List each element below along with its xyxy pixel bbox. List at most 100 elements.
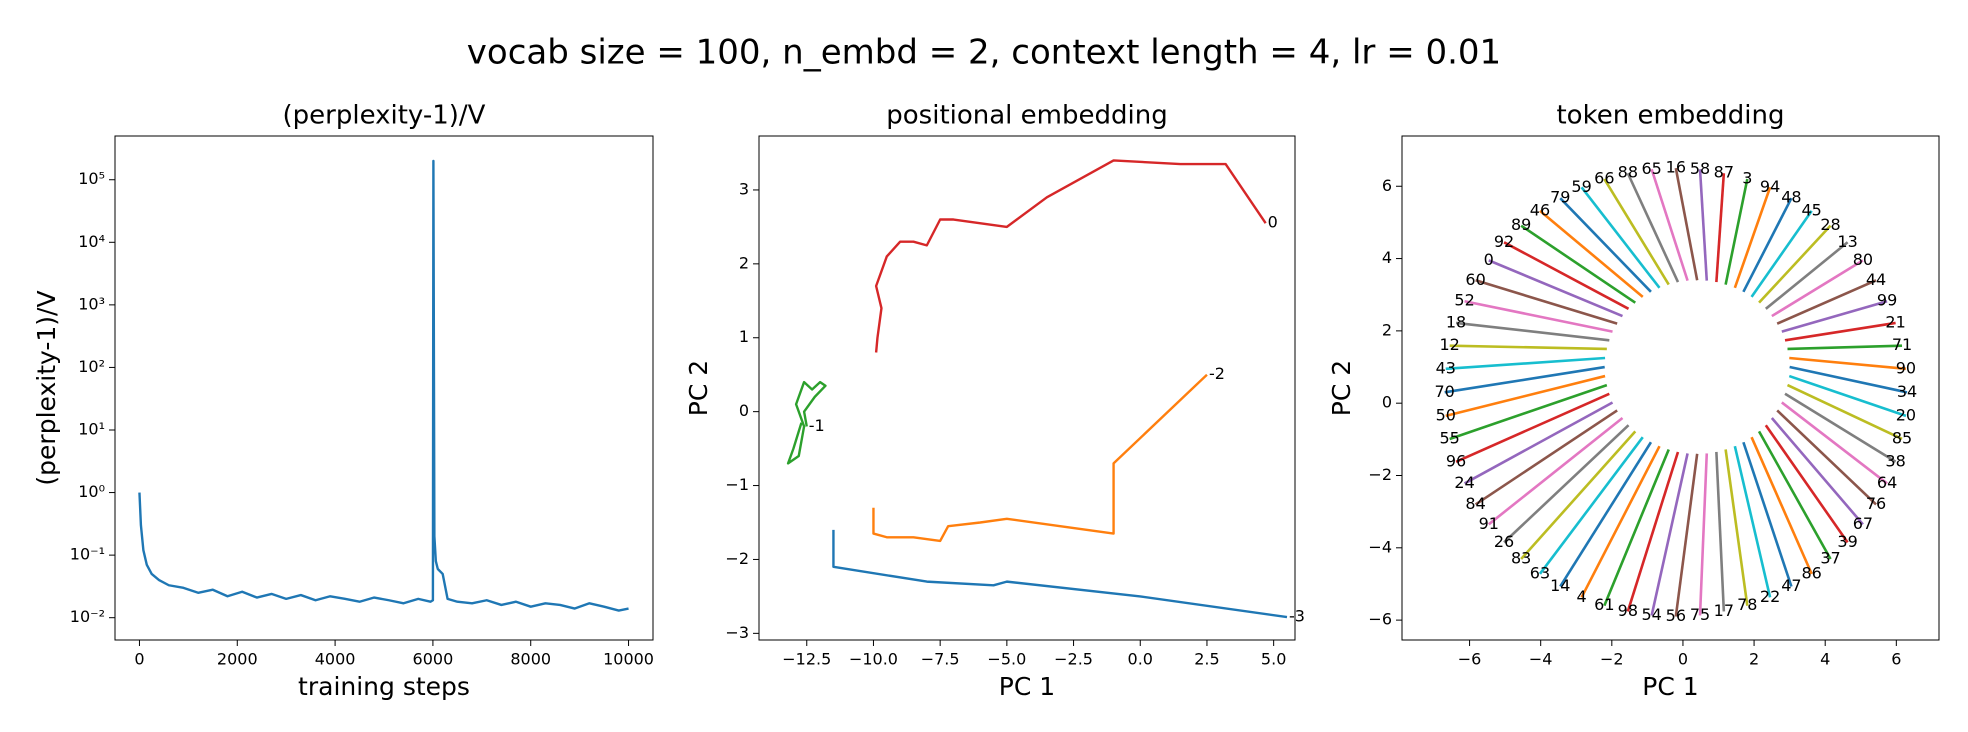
x-tick-label: 8000: [510, 650, 551, 669]
x-axis-label: PC 1: [1642, 672, 1698, 701]
x-tick-label: −10.0: [849, 650, 898, 669]
series-end-label: 58: [1690, 159, 1710, 178]
series-end-label: 99: [1877, 291, 1897, 310]
series-end-label: 4: [1576, 587, 1586, 606]
series-end-label: 52: [1454, 291, 1474, 310]
series-end-label: 91: [1479, 514, 1499, 533]
series-end-label: -3: [1289, 607, 1305, 626]
series-line: [1750, 210, 1813, 298]
y-tick-label: 10⁻²: [70, 607, 105, 626]
series-line: [1788, 374, 1907, 418]
series-end-label: 96: [1446, 451, 1466, 470]
x-tick-label: −2: [1600, 650, 1624, 669]
series-line: [1758, 224, 1832, 304]
series-line: [1503, 424, 1630, 544]
y-axis-label: (perplexity-1)/V: [32, 290, 61, 485]
series-line: [1455, 392, 1610, 463]
series-end-label: 59: [1571, 177, 1591, 196]
series-line: [1455, 321, 1610, 342]
series-end-label: 28: [1820, 215, 1840, 234]
subplot-title: (perplexity-1)/V: [283, 101, 486, 131]
series-line: [1770, 417, 1864, 526]
series-end-label: 76: [1866, 494, 1886, 513]
series-line: [1786, 383, 1903, 441]
series-end-label: 37: [1820, 549, 1840, 568]
series-line: [1789, 356, 1907, 371]
series-end-label: 26: [1494, 532, 1514, 551]
series-end-label: 87: [1714, 163, 1734, 182]
series-end-label: 86: [1802, 563, 1822, 582]
series-line: [1503, 241, 1630, 310]
series-line: [1724, 449, 1749, 606]
x-tick-label: 5.0: [1261, 650, 1286, 669]
series-line: [1784, 392, 1897, 463]
series-end-label: 79: [1550, 188, 1570, 207]
series-end-label: 60: [1465, 270, 1485, 289]
series-end-label: -2: [1209, 364, 1225, 383]
series-end-label: 24: [1454, 473, 1474, 492]
series-line: [1764, 241, 1849, 310]
series-line: [872, 373, 1208, 543]
series-end-label: 78: [1737, 595, 1757, 614]
series-end-label: 0: [1268, 213, 1278, 232]
y-tick-label: 10⁵: [78, 169, 105, 188]
series-line: [1764, 424, 1849, 544]
series-line: [1445, 356, 1606, 371]
series-line: [1787, 344, 1903, 351]
series-end-label: 70: [1434, 382, 1454, 401]
series-line: [1559, 441, 1653, 588]
series-line: [1487, 416, 1624, 526]
series-end-label: 90: [1896, 358, 1916, 377]
series-end-label: 22: [1760, 587, 1780, 606]
x-tick-label: 0: [1678, 650, 1688, 669]
series-line: [1626, 451, 1680, 612]
y-tick-label: 2: [1382, 320, 1392, 339]
y-tick-label: −2: [725, 549, 749, 568]
series-line: [1750, 436, 1813, 575]
y-tick-label: 1: [739, 327, 749, 346]
x-tick-label: 2000: [217, 650, 258, 669]
y-tick-label: 4: [1382, 248, 1392, 267]
series-end-label: 39: [1837, 532, 1857, 551]
series-end-label: 55: [1439, 428, 1459, 447]
series-end-label: 61: [1594, 595, 1614, 614]
series-line: [1475, 279, 1618, 325]
y-tick-label: 0: [1382, 393, 1392, 412]
series-end-label: 84: [1465, 494, 1485, 513]
series-line: [1650, 168, 1689, 282]
series-end-label: 12: [1439, 335, 1459, 354]
x-axis-label: training steps: [298, 672, 470, 701]
series-line: [1789, 365, 1908, 394]
series-end-label: 98: [1618, 601, 1638, 620]
series-end-label: 85: [1892, 428, 1912, 447]
series-line: [786, 380, 827, 465]
series-end-label: 46: [1530, 200, 1550, 219]
y-tick-label: 10⁰: [78, 482, 105, 501]
series-end-label: 94: [1760, 177, 1780, 196]
series-line: [1733, 186, 1772, 289]
series-end-label: 20: [1896, 405, 1916, 424]
series-end-label: 43: [1436, 358, 1456, 377]
x-tick-label: −7.5: [921, 650, 960, 669]
y-tick-label: −2: [1368, 465, 1392, 484]
x-tick-label: 4000: [315, 650, 356, 669]
series-line: [874, 159, 1267, 353]
x-tick-label: −6: [1458, 650, 1482, 669]
series-line: [1603, 178, 1670, 286]
series-end-label: 80: [1853, 250, 1873, 269]
y-tick-label: 2: [739, 253, 749, 272]
series-line: [1444, 365, 1605, 394]
x-tick-label: 2: [1749, 650, 1759, 669]
figure-title: vocab size = 100, n_embd = 2, context le…: [467, 33, 1501, 73]
series-line: [1776, 279, 1877, 325]
series-line: [1520, 224, 1637, 304]
series-line: [1698, 453, 1709, 616]
axes-frame: [758, 135, 1296, 641]
series-end-label: 64: [1877, 473, 1897, 492]
series-line: [1715, 451, 1726, 612]
series-end-label: 17: [1714, 601, 1734, 620]
series-end-label: 18: [1446, 312, 1466, 331]
series-end-label: 83: [1511, 549, 1531, 568]
x-tick-label: 6: [1891, 650, 1901, 669]
y-axis-label: PC 2: [684, 360, 713, 416]
